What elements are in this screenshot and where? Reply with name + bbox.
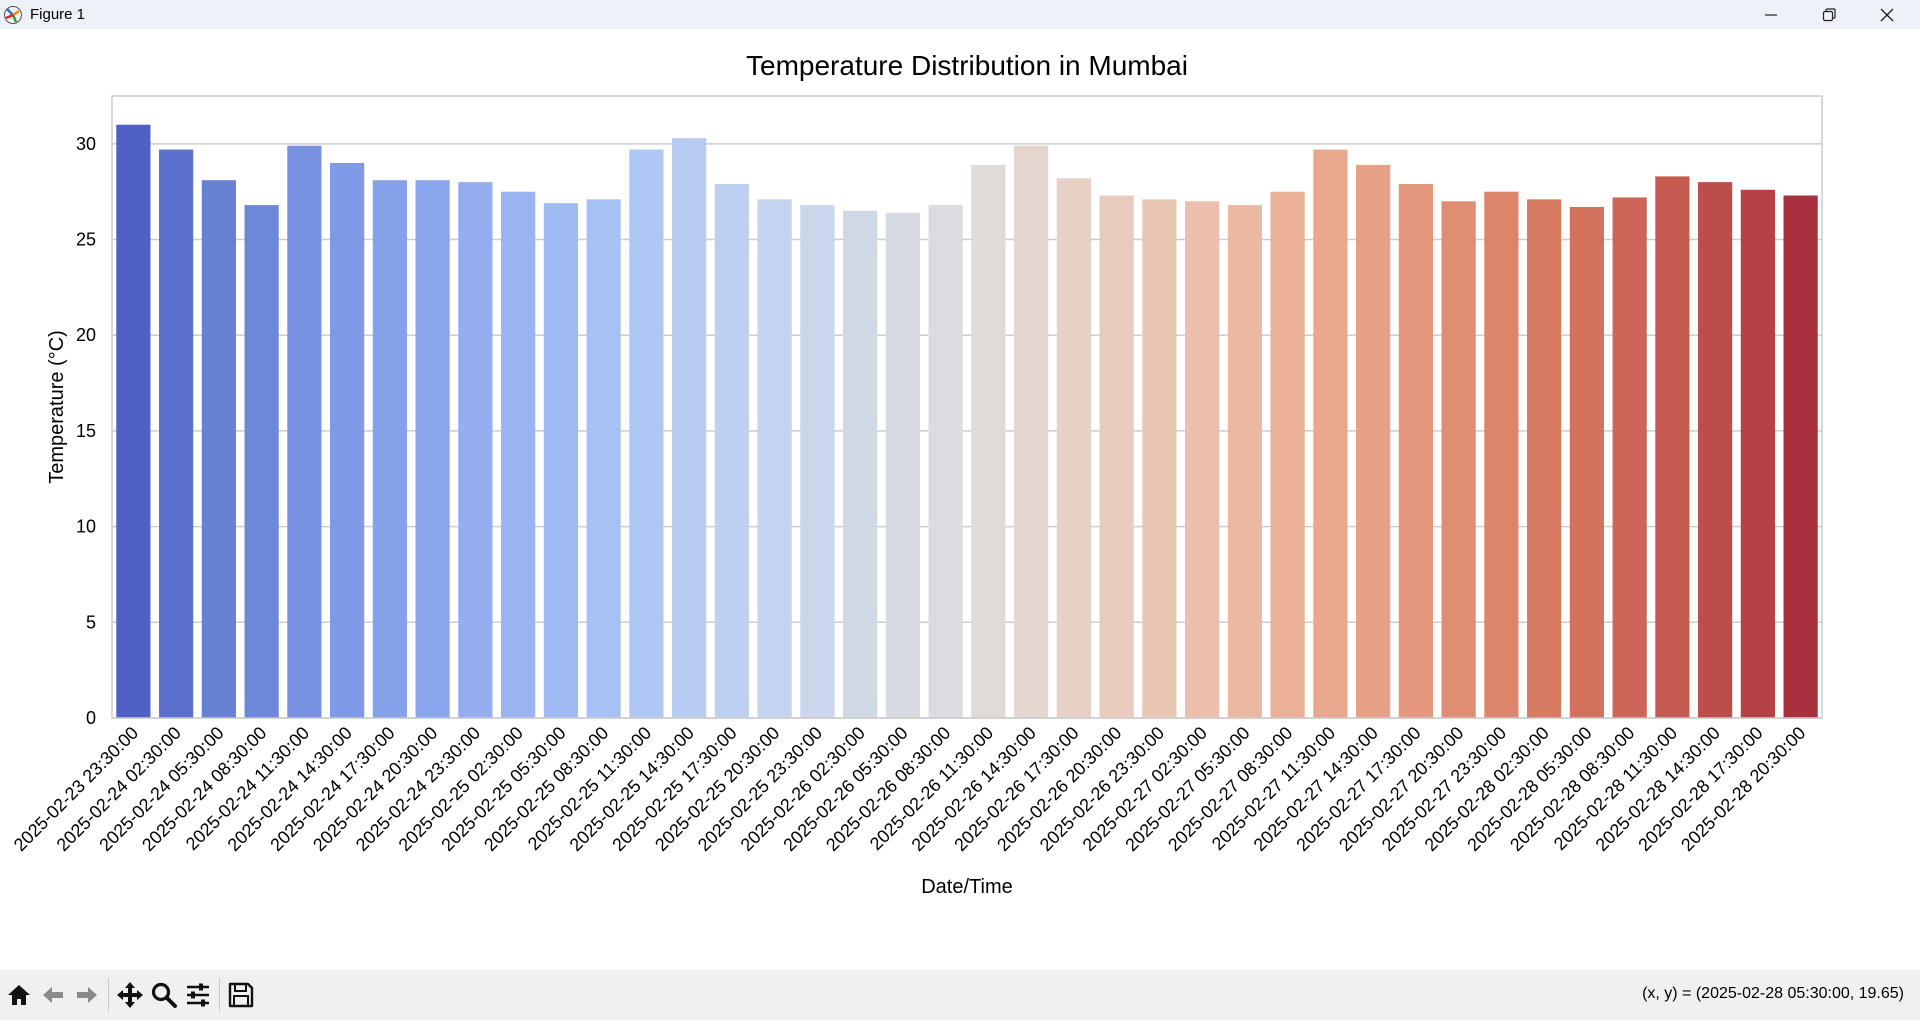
restore-button[interactable] <box>1800 0 1858 29</box>
window-titlebar: Figure 1 <box>0 0 1920 29</box>
bar <box>885 212 920 718</box>
bar <box>1313 149 1348 718</box>
pan-button[interactable] <box>113 978 147 1012</box>
bar <box>1142 199 1177 719</box>
y-tick-label: 10 <box>76 517 96 537</box>
save-icon <box>228 982 254 1008</box>
bar <box>629 149 664 718</box>
bar <box>1527 199 1562 719</box>
bar <box>287 145 322 718</box>
bars <box>116 124 1818 719</box>
bar <box>1099 195 1134 718</box>
forward-arrow-icon <box>77 987 97 1003</box>
window-title: Figure 1 <box>30 6 86 23</box>
plot-frame <box>111 95 1823 719</box>
pan-icon <box>117 982 143 1008</box>
zoom-icon <box>151 982 177 1008</box>
y-tick-label: 15 <box>76 421 96 441</box>
matplotlib-app-icon <box>4 5 22 24</box>
bar <box>1698 182 1733 719</box>
bar <box>1356 164 1391 719</box>
y-tick-label: 20 <box>76 325 96 345</box>
bar <box>1655 176 1690 719</box>
bar <box>1014 145 1049 718</box>
bar <box>330 162 365 718</box>
y-tick-label: 30 <box>76 134 96 154</box>
bar <box>372 180 407 718</box>
bar <box>714 184 749 718</box>
bar <box>501 191 536 718</box>
coordinate-readout: (x, y) = (2025-02-28 05:30:00, 19.65) <box>1642 985 1904 1002</box>
restore-icon <box>1822 7 1836 21</box>
y-tick-label: 0 <box>86 708 96 728</box>
grid-lines <box>112 143 1822 719</box>
close-icon <box>1880 8 1894 21</box>
bar <box>415 180 450 718</box>
bar <box>971 164 1006 719</box>
bar <box>1484 191 1519 718</box>
bar <box>1740 189 1775 719</box>
bar <box>244 205 279 718</box>
forward-button[interactable] <box>70 978 104 1012</box>
bar <box>1783 195 1818 718</box>
bar <box>586 199 621 719</box>
zoom-button[interactable] <box>147 978 181 1012</box>
toolbar-separator <box>108 978 109 1012</box>
bar <box>543 203 578 718</box>
bar <box>201 180 236 718</box>
back-arrow-icon <box>43 987 63 1003</box>
bar <box>116 124 151 718</box>
bar <box>159 149 194 718</box>
configure-subplots-icon <box>187 983 209 1007</box>
bar <box>1569 207 1604 718</box>
y-axis-label: Temperature (°C) <box>46 330 68 484</box>
configure-subplots-button[interactable] <box>181 978 215 1012</box>
bar <box>757 199 792 719</box>
bar-chart: Temperature Distribution in Mumbai 0 5 10 1… <box>10 50 1823 898</box>
save-button[interactable] <box>224 978 258 1012</box>
bar <box>843 210 878 719</box>
bar <box>458 182 493 719</box>
chart-title: Temperature Distribution in Mumbai <box>746 50 1188 81</box>
minimize-button[interactable] <box>1742 0 1800 29</box>
bar <box>1270 191 1305 718</box>
toolbar-separator <box>219 978 220 1012</box>
bar <box>1612 197 1647 719</box>
bar <box>1185 201 1220 718</box>
home-icon <box>8 985 30 1005</box>
bar <box>928 205 963 718</box>
close-button[interactable] <box>1858 0 1916 29</box>
bar <box>1441 201 1476 718</box>
bar <box>672 138 707 718</box>
bar <box>1056 178 1091 718</box>
minimize-icon <box>1765 13 1777 16</box>
bar <box>1398 184 1433 718</box>
x-axis-label: Date/Time <box>921 876 1013 898</box>
navigation-toolbar: (x, y) = (2025-02-28 05:30:00, 19.65) <box>0 970 1920 1020</box>
y-tick-label: 5 <box>86 612 96 632</box>
bar <box>1227 205 1262 718</box>
figure-canvas[interactable]: Temperature Distribution in Mumbai 0 5 10 1… <box>0 29 1920 970</box>
bar <box>800 205 835 718</box>
back-button[interactable] <box>36 978 70 1012</box>
y-tick-label: 25 <box>76 230 96 250</box>
home-button[interactable] <box>2 978 36 1012</box>
y-tick-labels: 0 5 10 15 20 25 30 <box>76 134 96 728</box>
